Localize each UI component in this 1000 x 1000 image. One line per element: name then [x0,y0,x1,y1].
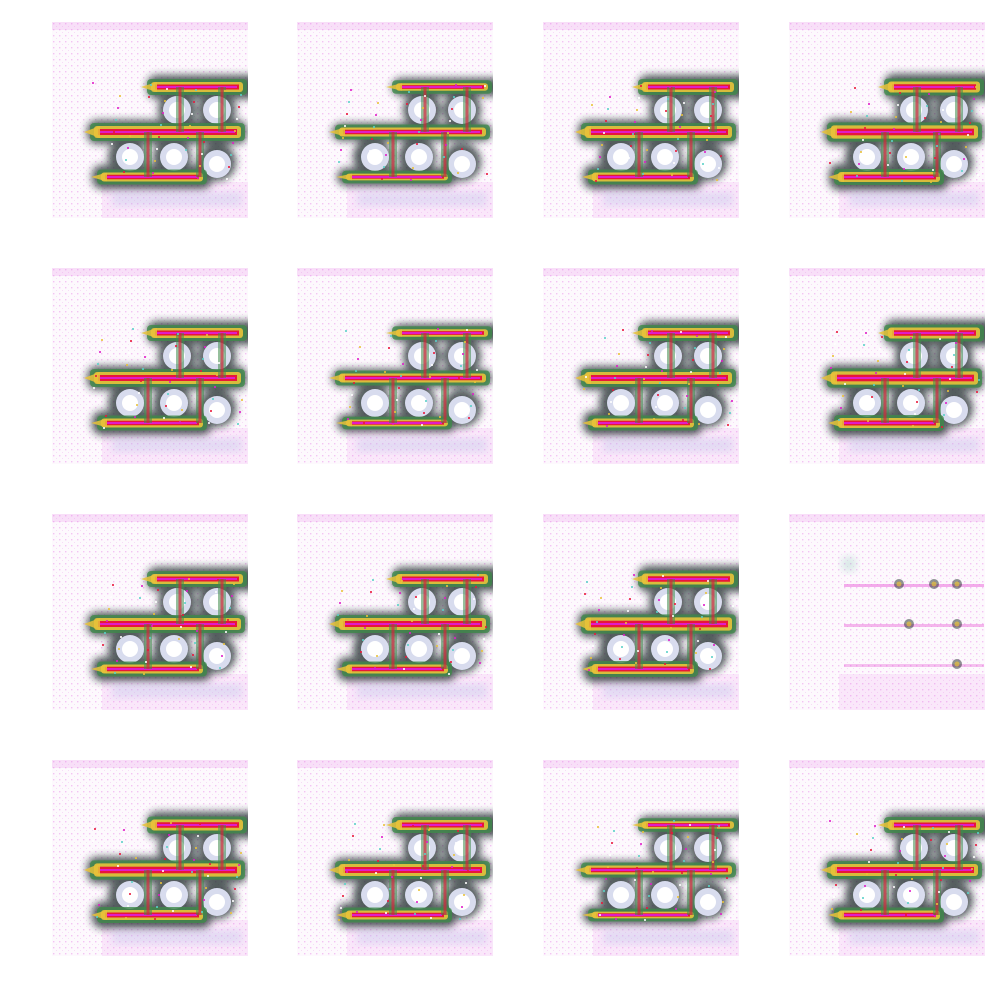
generated-pattern [52,268,248,464]
generated-pattern [789,268,985,464]
sample-tile-8 [789,268,985,464]
generated-pattern [789,22,985,218]
sample-tile-3 [543,22,739,218]
generated-pattern [543,22,739,218]
sample-tile-7 [543,268,739,464]
sample-tile-2 [297,22,493,218]
sample-tile-9 [52,514,248,710]
generated-pattern [52,22,248,218]
generated-pattern [52,514,248,710]
generated-pattern [297,760,493,956]
generated-pattern [543,268,739,464]
sample-tile-10 [297,514,493,710]
generated-pattern [543,760,739,956]
sample-tile-16 [789,760,985,956]
sample-tile-11 [543,514,739,710]
generated-pattern [297,22,493,218]
generated-pattern [52,760,248,956]
sample-tile-14 [297,760,493,956]
sample-tile-1 [52,22,248,218]
sample-tile-6 [297,268,493,464]
generated-pattern [297,514,493,710]
generated-pattern [297,268,493,464]
sample-tile-15 [543,760,739,956]
sample-tile-13 [52,760,248,956]
generated-pattern [789,514,985,710]
sample-tile-12 [789,514,985,710]
sample-tile-4 [789,22,985,218]
sample-tile-5 [52,268,248,464]
generated-pattern [789,760,985,956]
generated-pattern [543,514,739,710]
